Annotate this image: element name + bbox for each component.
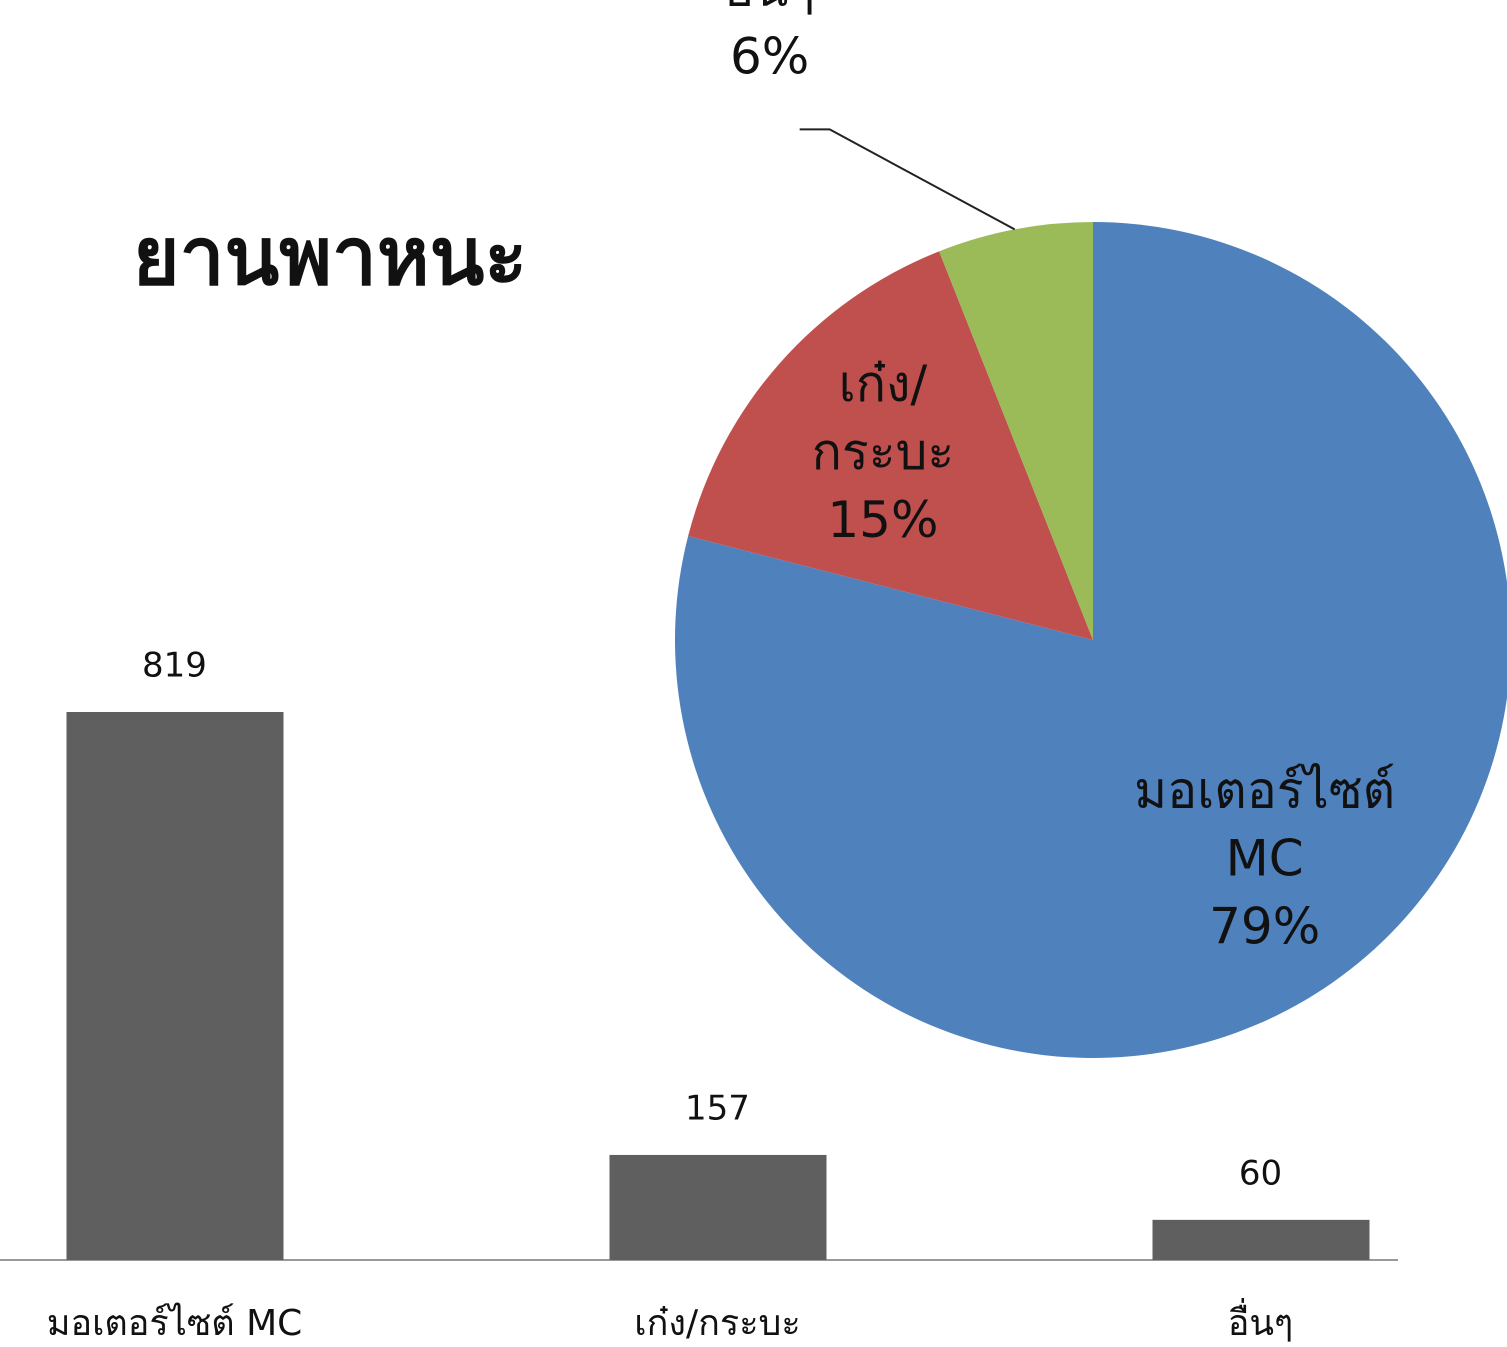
category-label-line: MC: [1226, 829, 1304, 887]
value-label: 157: [685, 1088, 750, 1128]
bar: [66, 712, 284, 1260]
value-label: 79%: [1209, 897, 1320, 955]
pie-slice: [939, 222, 1093, 640]
bar: [609, 1154, 827, 1260]
x-tick-label: อื่นๆ: [1228, 1298, 1294, 1344]
x-tick-label: เก๋ง/กระบะ: [634, 1303, 800, 1344]
category-label: มอเตอร์ไซต์: [1134, 761, 1395, 819]
pie-slice: [675, 222, 1507, 1058]
value-label: 819: [142, 646, 207, 686]
pie-label: เก๋ง/กระบะ 15%: [812, 354, 955, 548]
value-label: 6%: [730, 27, 809, 85]
category-label: อื่นๆ: [724, 0, 815, 17]
value-label: 15%: [827, 490, 938, 548]
chart-title: ยานพาหนะ: [133, 210, 528, 303]
bar: [1152, 1219, 1370, 1260]
pie-label: อื่นๆ 6%: [724, 0, 815, 85]
leader-line: [799, 128, 1016, 231]
category-label: เก๋ง/: [839, 354, 928, 412]
pie-slice: [688, 251, 1093, 640]
x-tick-label: มอเตอร์ไซต์ MC: [47, 1302, 303, 1344]
category-label-line: กระบะ: [812, 422, 955, 480]
value-label: 60: [1239, 1153, 1282, 1193]
pie-label: มอเตอร์ไซต์ MC 79%: [1134, 761, 1395, 955]
